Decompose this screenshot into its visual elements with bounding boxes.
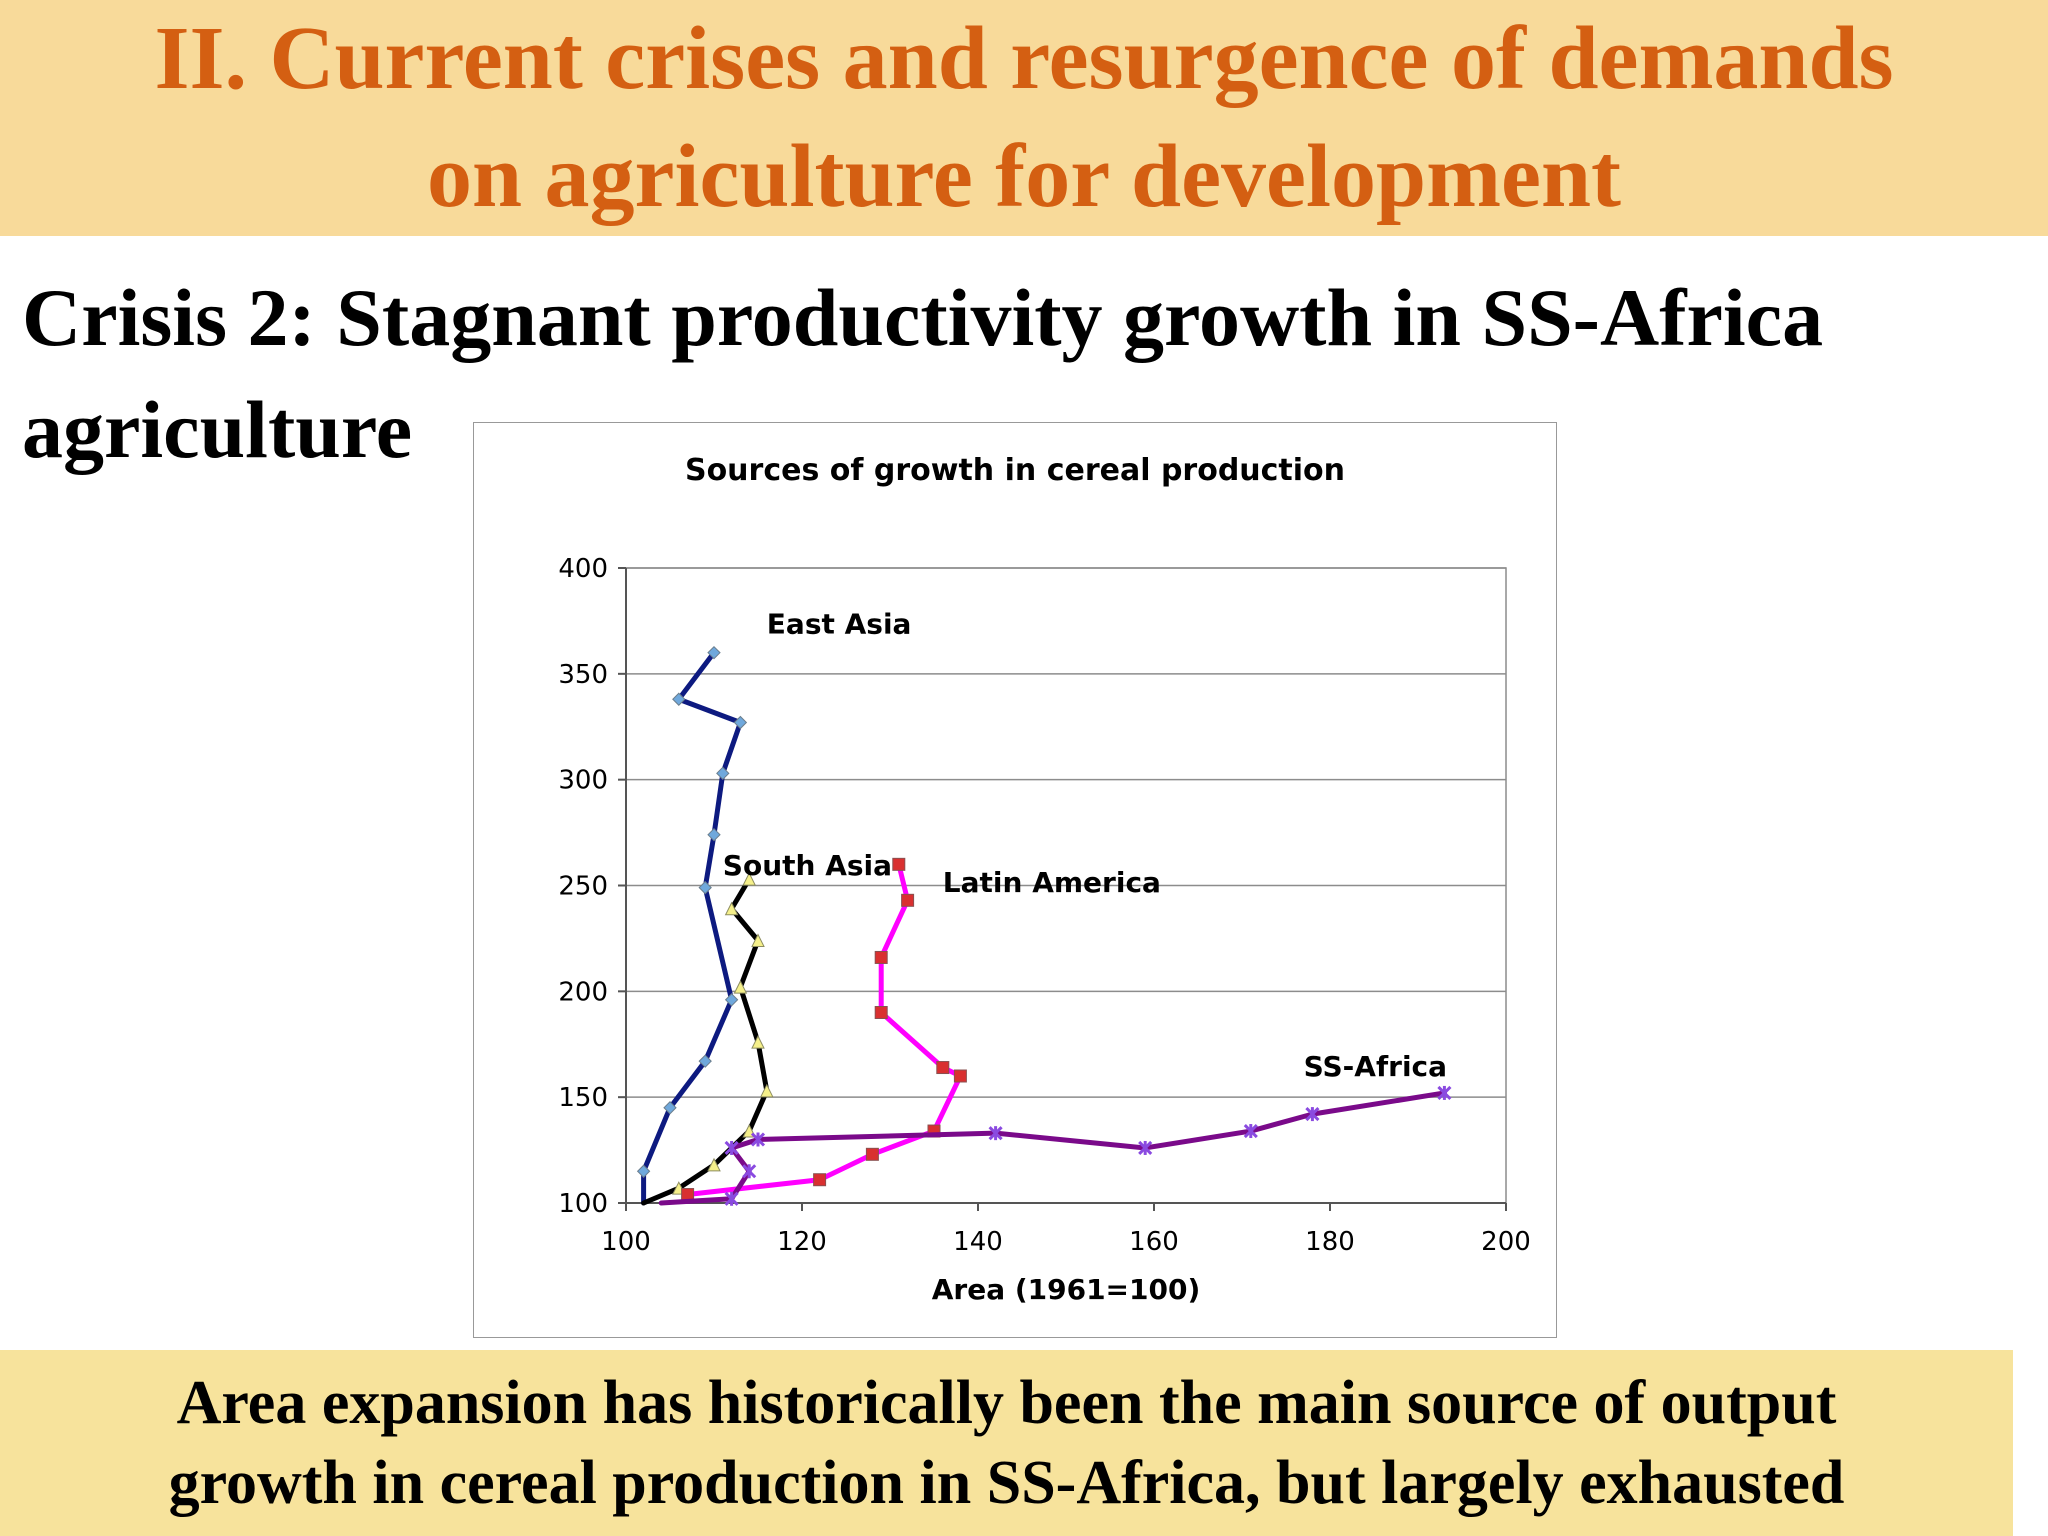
title-line-2: on agriculture for development: [426, 127, 1622, 226]
point-south-asia-2: [707, 1157, 721, 1172]
x-tick-label-180: 180: [1305, 1227, 1355, 1257]
annotation-east-asia: East Asia: [767, 608, 912, 641]
y-tick-label-100: 100: [558, 1189, 608, 1219]
point-ss-africa-6: [1138, 1140, 1153, 1156]
point-ss-africa-3: [724, 1140, 739, 1156]
series-line-ss-africa: [658, 1090, 1447, 1206]
point-ss-africa-4: [750, 1132, 766, 1147]
y-tick-label-350: 350: [558, 660, 608, 690]
x-axis-label: Area (1961=100): [932, 1273, 1201, 1306]
point-ss-africa-1: [724, 1191, 739, 1206]
point-ss-africa-8: [1305, 1107, 1320, 1122]
point-latin-america-8: [901, 893, 915, 907]
footer-line-2: growth in cereal production in SS-Africa…: [168, 1449, 1845, 1517]
subtitle-line-1: Crisis 2: Stagnant productivity growth i…: [22, 272, 1824, 363]
annotation-latin-america: Latin America: [943, 866, 1161, 899]
chart-title: Sources of growth in cereal production: [685, 453, 1345, 488]
point-ss-africa-7: [1243, 1123, 1258, 1139]
x-tick-label-140: 140: [953, 1227, 1003, 1257]
point-ss-africa-9: [1437, 1085, 1452, 1100]
footer-line-1: Area expansion has historically been the…: [176, 1369, 1837, 1437]
point-ss-africa-5: [988, 1126, 1003, 1141]
footer-banner: Area expansion has historically been the…: [0, 1350, 2013, 1536]
chart-frame: Sources of growth in cereal production 10…: [473, 422, 1557, 1338]
series-line-south-asia: [641, 876, 770, 1206]
point-latin-america-5: [936, 1061, 950, 1075]
point-ss-africa-2: [742, 1164, 757, 1179]
subtitle-line-2: agriculture: [22, 384, 413, 475]
chart: Sources of growth in cereal production 10…: [558, 453, 1531, 1306]
point-south-asia-5: [751, 1035, 765, 1049]
subtitle: Crisis 2: Stagnant productivity growth i…: [22, 262, 2032, 486]
point-east-asia-4: [724, 993, 739, 1007]
point-south-asia-8: [724, 901, 739, 916]
x-tick-label-200: 200: [1481, 1227, 1531, 1257]
point-latin-america-9: [892, 857, 906, 871]
y-tick-label-400: 400: [558, 554, 608, 584]
point-latin-america-6: [874, 1006, 888, 1019]
title-line-1: II. Current crises and resurgence of dem…: [154, 9, 1894, 108]
point-south-asia-9: [742, 872, 757, 886]
point-latin-america-1: [813, 1173, 827, 1187]
point-south-asia-7: [751, 933, 765, 948]
point-east-asia-9: [672, 692, 686, 706]
point-south-asia-6: [733, 979, 748, 994]
x-tick-label-120: 120: [777, 1227, 827, 1257]
title-banner: II. Current crises and resurgence of dem…: [0, 0, 2048, 236]
point-latin-america-2: [865, 1147, 879, 1161]
point-east-asia-6: [707, 827, 721, 842]
y-tick-label-150: 150: [558, 1083, 608, 1113]
point-east-asia-5: [698, 880, 712, 895]
x-tick-label-100: 100: [601, 1227, 651, 1257]
series-line-latin-america: [685, 861, 963, 1198]
point-east-asia-3: [698, 1054, 712, 1068]
y-tick-label-300: 300: [558, 766, 608, 796]
y-tick-label-200: 200: [558, 977, 608, 1007]
series-line-east-asia: [641, 650, 743, 1206]
point-east-asia-10: [707, 645, 721, 660]
point-east-asia-7: [716, 766, 730, 781]
point-latin-america-7: [874, 950, 888, 964]
annotation-south-asia: South Asia: [723, 849, 892, 882]
x-tick-label-160: 160: [1129, 1227, 1179, 1257]
point-south-asia-4: [759, 1083, 774, 1098]
point-east-asia-1: [636, 1164, 651, 1178]
point-east-asia-8: [733, 715, 748, 730]
annotation-ss-africa: SS-Africa: [1304, 1050, 1447, 1083]
y-tick-label-250: 250: [558, 872, 608, 902]
point-east-asia-2: [663, 1101, 677, 1115]
point-latin-america-4: [953, 1069, 967, 1083]
